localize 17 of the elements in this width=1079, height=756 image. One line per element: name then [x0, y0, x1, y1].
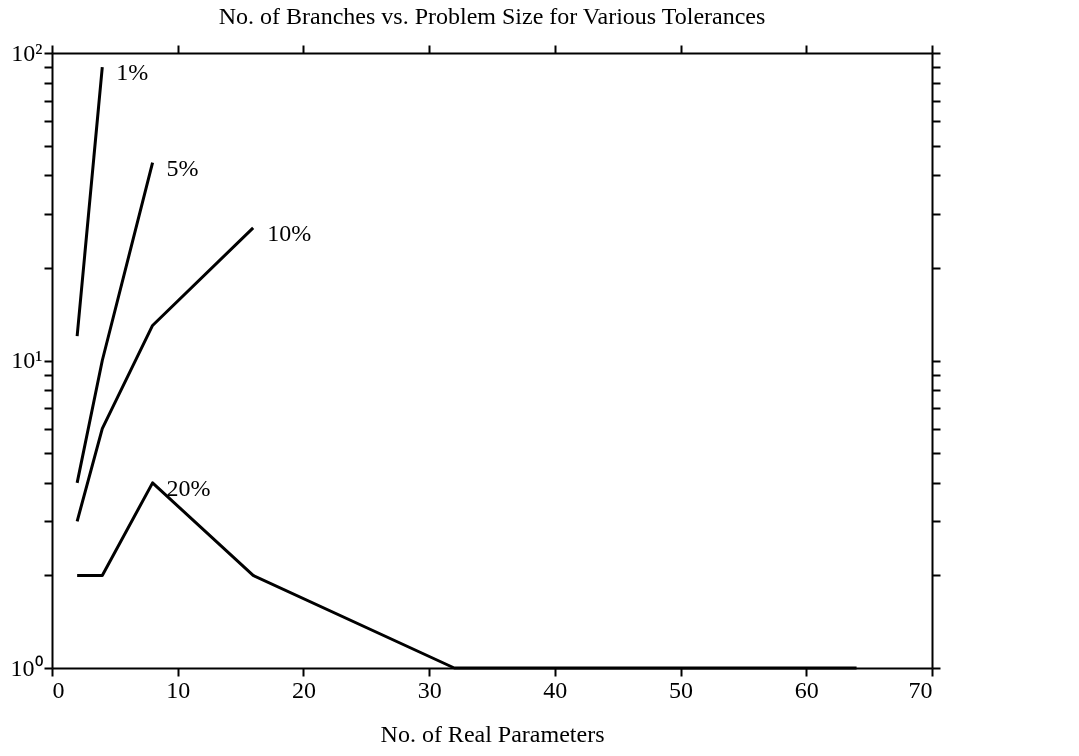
x-tick-label: 60	[794, 676, 819, 703]
chart-title: No. of Branches vs. Problem Size for Various Tolerances	[218, 3, 766, 29]
x-tick-label: 20	[291, 676, 316, 703]
y-tick-label: 10¹	[11, 347, 43, 373]
series-label: 10%	[267, 219, 312, 246]
y-tick-label: 10⁰	[10, 654, 43, 681]
x-tick-label: 40	[543, 676, 568, 703]
x-tick-label: 10	[166, 676, 191, 703]
x-tick-label: 0	[52, 676, 65, 703]
x-axis-title: No. of Real Parameters	[380, 720, 605, 747]
series-label: 1%	[116, 59, 149, 86]
y-tick-label: 10²	[11, 39, 43, 66]
x-tick-label: 50	[669, 676, 694, 703]
x-tick-label: 30	[417, 676, 442, 703]
series-label: 20%	[166, 474, 211, 501]
series-label: 5%	[166, 154, 199, 181]
x-tick-label: 70	[908, 676, 933, 703]
